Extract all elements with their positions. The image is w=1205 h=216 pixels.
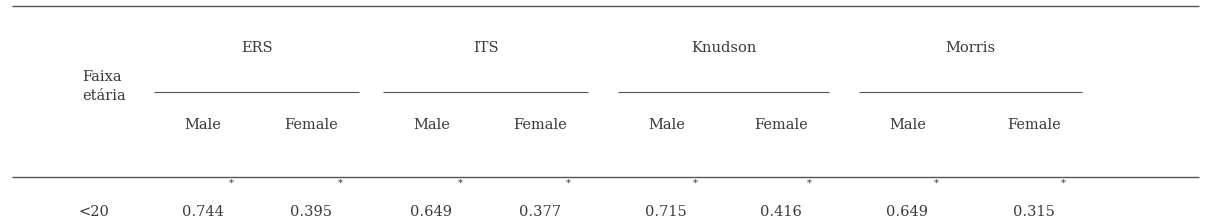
- Text: 0,315: 0,315: [1013, 205, 1054, 216]
- Text: 0,377: 0,377: [519, 205, 560, 216]
- Text: Male: Male: [413, 118, 449, 132]
- Text: *: *: [1060, 179, 1065, 188]
- Text: 0,416: 0,416: [760, 205, 801, 216]
- Text: *: *: [337, 179, 342, 188]
- Text: Female: Female: [513, 118, 566, 132]
- Text: 0,649: 0,649: [411, 205, 452, 216]
- Text: Morris: Morris: [946, 41, 995, 54]
- Text: ITS: ITS: [472, 41, 499, 54]
- Text: ERS: ERS: [241, 41, 272, 54]
- Text: <20: <20: [78, 205, 110, 216]
- Text: Male: Male: [184, 118, 221, 132]
- Text: Male: Male: [648, 118, 684, 132]
- Text: *: *: [807, 179, 812, 188]
- Text: *: *: [566, 179, 571, 188]
- Text: Female: Female: [1007, 118, 1060, 132]
- Text: Faixa
etária: Faixa etária: [82, 70, 125, 103]
- Text: *: *: [458, 179, 463, 188]
- Text: *: *: [229, 179, 234, 188]
- Text: Female: Female: [284, 118, 337, 132]
- Text: 0,744: 0,744: [182, 205, 223, 216]
- Text: 0,395: 0,395: [290, 205, 331, 216]
- Text: Male: Male: [889, 118, 925, 132]
- Text: 0,715: 0,715: [646, 205, 687, 216]
- Text: *: *: [934, 179, 939, 188]
- Text: Female: Female: [754, 118, 807, 132]
- Text: 0,649: 0,649: [887, 205, 928, 216]
- Text: Knudson: Knudson: [690, 41, 757, 54]
- Text: *: *: [693, 179, 698, 188]
